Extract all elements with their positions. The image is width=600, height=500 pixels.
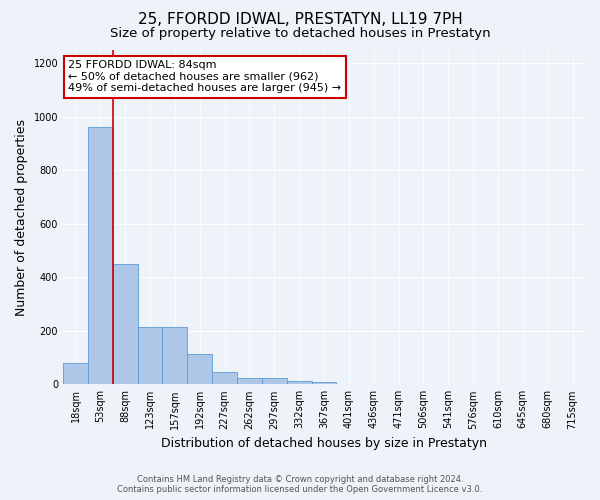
Bar	[287, 381, 311, 384]
Bar	[262, 378, 287, 384]
Bar	[88, 127, 113, 384]
Bar	[187, 354, 212, 384]
Text: 25 FFORDD IDWAL: 84sqm
← 50% of detached houses are smaller (962)
49% of semi-de: 25 FFORDD IDWAL: 84sqm ← 50% of detached…	[68, 60, 341, 93]
Bar	[212, 372, 237, 384]
Bar	[237, 378, 262, 384]
Bar	[63, 363, 88, 384]
Text: 25, FFORDD IDWAL, PRESTATYN, LL19 7PH: 25, FFORDD IDWAL, PRESTATYN, LL19 7PH	[137, 12, 463, 28]
Bar	[163, 327, 187, 384]
Bar	[137, 327, 163, 384]
Text: Size of property relative to detached houses in Prestatyn: Size of property relative to detached ho…	[110, 28, 490, 40]
Y-axis label: Number of detached properties: Number of detached properties	[15, 118, 28, 316]
Bar	[311, 382, 337, 384]
Text: Contains HM Land Registry data © Crown copyright and database right 2024.
Contai: Contains HM Land Registry data © Crown c…	[118, 474, 482, 494]
Bar	[113, 264, 137, 384]
X-axis label: Distribution of detached houses by size in Prestatyn: Distribution of detached houses by size …	[161, 437, 487, 450]
